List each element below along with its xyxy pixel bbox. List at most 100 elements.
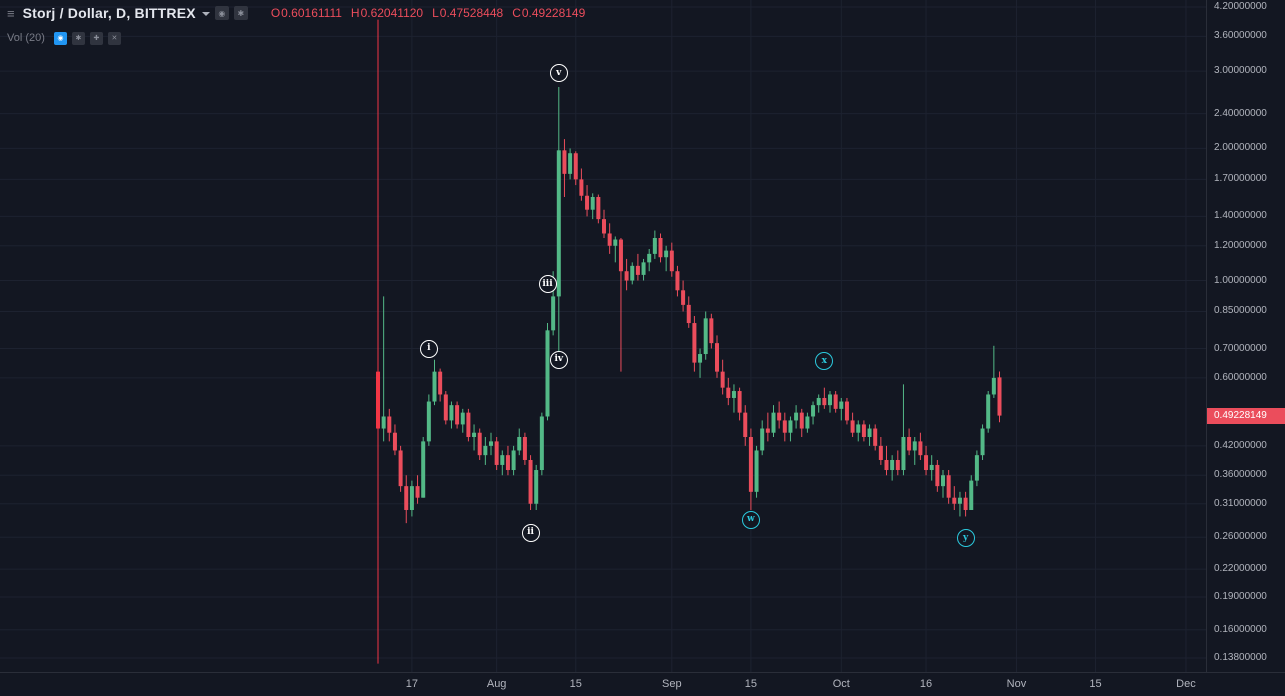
candle-body bbox=[534, 470, 539, 504]
candle-body bbox=[805, 416, 810, 429]
candle-body bbox=[760, 428, 765, 451]
time-axis-label: Dec bbox=[1176, 678, 1196, 690]
candle-body bbox=[850, 420, 855, 433]
candle-body bbox=[980, 428, 985, 456]
plus-icon[interactable]: ✚ bbox=[89, 31, 103, 45]
candle-body bbox=[522, 436, 527, 460]
low-value: 0.47528448 bbox=[439, 6, 504, 20]
snapshot-icon[interactable]: ◉ bbox=[214, 6, 229, 20]
price-axis-label: 1.20000000 bbox=[1214, 239, 1267, 251]
candle-body bbox=[376, 371, 380, 429]
chart-pane[interactable]: i ii iii iv v w x y ≡ Storj / Dollar, D, BITTRE… bbox=[0, 0, 1206, 672]
close-icon[interactable]: ✕ bbox=[107, 31, 121, 45]
candle-body bbox=[675, 271, 680, 291]
close-value: 0.49228149 bbox=[521, 6, 586, 20]
candle-body bbox=[884, 459, 889, 471]
wave-label-iv[interactable]: iv bbox=[549, 350, 568, 369]
price-axis-label: 4.20000000 bbox=[1214, 1, 1267, 12]
legend: ≡ Storj / Dollar, D, BITTREX ◉ ✱ O 0.6016… bbox=[0, 0, 585, 48]
symbol-title[interactable]: Storj / Dollar, D, BITTREX bbox=[22, 5, 196, 21]
candle-body bbox=[997, 377, 1002, 416]
candle-body bbox=[398, 450, 403, 487]
candle-body bbox=[556, 150, 561, 297]
wave-annotation-layer: i ii iii iv v w x y bbox=[419, 64, 975, 547]
candle-body bbox=[505, 455, 510, 471]
time-axis-label: 15 bbox=[1089, 678, 1102, 690]
candle-body bbox=[692, 323, 697, 363]
candle-body bbox=[754, 450, 759, 492]
candle-body bbox=[698, 354, 703, 363]
candle-body bbox=[669, 250, 674, 272]
candle-body bbox=[799, 412, 804, 429]
time-axis-label: 17 bbox=[405, 678, 419, 690]
candle-body bbox=[460, 412, 465, 425]
candle-body bbox=[929, 464, 934, 471]
indicator-row: Vol (20) ◉ ✱ ✚ ✕ bbox=[0, 28, 585, 48]
candle-body bbox=[472, 432, 477, 437]
candle-body bbox=[635, 265, 640, 275]
candle-body bbox=[573, 153, 578, 180]
candle-body bbox=[952, 497, 957, 504]
candle-body bbox=[590, 196, 595, 210]
candle-body bbox=[969, 480, 974, 510]
candle-body bbox=[551, 296, 556, 331]
candle-body bbox=[731, 391, 736, 398]
candle-body bbox=[720, 371, 725, 388]
time-axis-label: Sep bbox=[662, 678, 682, 690]
candle-body bbox=[528, 459, 533, 504]
price-axis[interactable]: 4.20000000 3.60000000 3.00000000 2.40000000… bbox=[1206, 0, 1285, 672]
high-label: H bbox=[350, 6, 360, 20]
candle-body bbox=[404, 486, 409, 510]
candle-body bbox=[974, 455, 979, 481]
price-axis-label: 0.19000000 bbox=[1214, 591, 1267, 603]
candle-body bbox=[703, 318, 708, 355]
candle-body bbox=[715, 343, 719, 372]
price-axis-label: 0.22000000 bbox=[1214, 563, 1267, 575]
candle-body bbox=[449, 405, 454, 421]
price-axis-label: 2.00000000 bbox=[1214, 142, 1267, 154]
candle-body bbox=[771, 412, 776, 433]
candle-body bbox=[839, 401, 844, 409]
time-axis[interactable]: 17 Aug 15 Sep 15 Oct 16 Nov 15 Dec bbox=[0, 672, 1285, 696]
candle-body bbox=[426, 401, 431, 442]
wave-label-v[interactable]: v bbox=[549, 64, 568, 83]
candle-body bbox=[788, 420, 793, 433]
volume-indicator-label[interactable]: Vol (20) bbox=[7, 32, 45, 44]
candle-body bbox=[511, 450, 516, 471]
candle-body bbox=[409, 486, 414, 510]
time-axis-label: 15 bbox=[744, 678, 758, 690]
candle-body bbox=[833, 394, 838, 409]
chart-settings-icon[interactable]: ✱ bbox=[233, 6, 248, 20]
candle-body bbox=[489, 441, 493, 446]
candle-body bbox=[641, 262, 646, 275]
eye-icon[interactable]: ◉ bbox=[53, 31, 67, 45]
symbol-dropdown-caret-icon[interactable] bbox=[201, 12, 210, 16]
candle-body bbox=[878, 445, 883, 460]
candle-body bbox=[539, 416, 544, 471]
candle-body bbox=[963, 497, 968, 510]
wave-label-w[interactable]: w bbox=[741, 510, 760, 529]
current-price-tag: 0.49228149 bbox=[1207, 407, 1285, 424]
wave-label-iii[interactable]: iii bbox=[538, 275, 557, 294]
price-axis-label: 0.36000000 bbox=[1214, 469, 1267, 481]
candle-body bbox=[483, 445, 488, 456]
low-label: L bbox=[432, 6, 439, 20]
wave-label-i[interactable]: i bbox=[419, 339, 438, 358]
candle-body bbox=[828, 394, 832, 406]
wave-label-y[interactable]: y bbox=[956, 529, 975, 547]
wave-label-x[interactable]: x bbox=[815, 352, 834, 371]
candlestick-chart bbox=[0, 0, 1206, 672]
wave-label-ii[interactable]: ii bbox=[521, 523, 540, 542]
candle-body bbox=[647, 253, 652, 263]
candle-body bbox=[822, 397, 827, 406]
candle-body bbox=[624, 271, 629, 281]
menu-icon[interactable]: ≡ bbox=[7, 5, 15, 21]
time-axis-label: 15 bbox=[569, 678, 582, 690]
candle-body bbox=[844, 401, 849, 421]
time-axis-label: Oct bbox=[832, 678, 850, 690]
candle-body bbox=[466, 412, 471, 437]
candle-body bbox=[607, 233, 612, 246]
candle-body bbox=[765, 428, 770, 433]
gear-icon[interactable]: ✱ bbox=[71, 31, 85, 45]
